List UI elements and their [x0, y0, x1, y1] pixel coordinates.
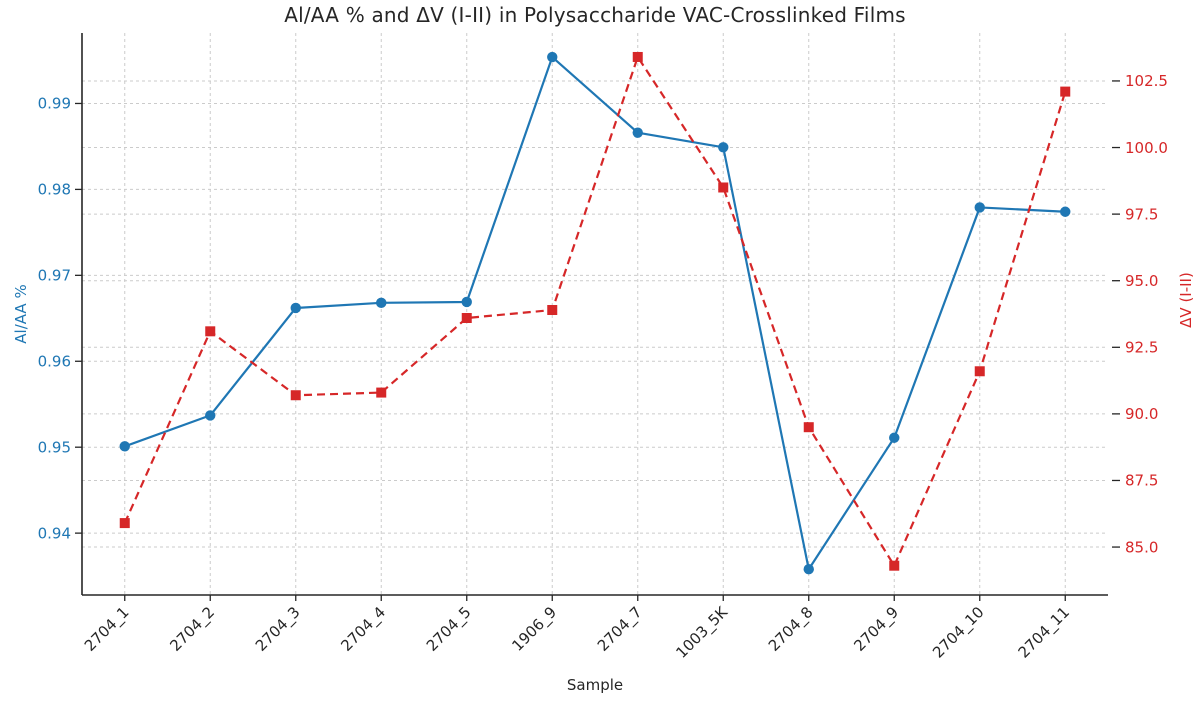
x-tick-label: 2704_3 [252, 603, 304, 655]
alaa-series-line [124, 55, 1066, 571]
x-tick-label: 2704_1 [81, 603, 133, 655]
dv-data-point [1060, 86, 1071, 97]
alaa-data-point [974, 202, 985, 213]
right-tick-label: 97.5 [1125, 205, 1158, 223]
dv-data-point [803, 422, 814, 433]
x-tick-label: 1906_9 [508, 603, 560, 655]
right-tick-label: 90.0 [1125, 405, 1158, 423]
dv-data-point [461, 312, 472, 323]
alaa-data-point [376, 297, 387, 309]
dv-data-point [718, 182, 729, 193]
left-tick-label: 0.99 [38, 95, 71, 113]
left-tick-label: 0.95 [38, 438, 71, 456]
right-tick-label: 85.0 [1125, 538, 1158, 556]
x-tick-label: 2704_4 [337, 603, 389, 655]
dv-data-point [974, 366, 985, 377]
alaa-data-point [889, 432, 900, 443]
x-tick-label: 1003_5K [672, 602, 732, 662]
left-tick-label: 0.96 [38, 353, 71, 371]
alaa-data-point [803, 564, 814, 575]
alaa-data-point [205, 410, 216, 421]
alaa-data-point [461, 296, 472, 308]
left-tick-label: 0.98 [38, 181, 71, 199]
x-axis-label: Sample [566, 676, 624, 694]
x-tick-label: 2704_7 [594, 603, 646, 655]
alaa-data-point [718, 142, 729, 153]
right-axis-label: ΔV (I-II) [1177, 272, 1195, 328]
chart-title: Al/AA % and ΔV (I-II) in Polysaccharide … [284, 3, 906, 27]
left-tick-label: 0.94 [38, 524, 71, 542]
dv-series-line [123, 55, 1067, 567]
left-axis-label: Al/AA % [12, 284, 30, 344]
dv-data-point [290, 390, 301, 401]
right-tick-label: 87.5 [1125, 472, 1158, 490]
right-tick-label: 92.5 [1125, 339, 1158, 357]
dv-data-point [119, 518, 130, 529]
x-tick-label: 2704_9 [850, 603, 902, 655]
right-tick-label: 95.0 [1125, 272, 1158, 290]
dv-data-point [632, 51, 643, 62]
alaa-data-point [547, 51, 558, 63]
alaa-data-point [290, 302, 301, 314]
dv-data-point [376, 387, 387, 398]
right-tick-label: 102.5 [1125, 72, 1168, 90]
x-tick-label: 2704_2 [166, 603, 218, 655]
right-tick-label: 100.0 [1125, 139, 1168, 157]
alaa-data-point [632, 127, 643, 138]
alaa-data-point [119, 441, 130, 452]
dv-data-point [889, 560, 900, 571]
x-tick-label: 2704_10 [929, 603, 988, 662]
x-tick-label: 2704_11 [1015, 603, 1074, 662]
dv-data-point [547, 305, 558, 316]
alaa-data-point [1060, 206, 1071, 217]
left-tick-label: 0.97 [38, 267, 71, 285]
x-tick-label: 2704_8 [765, 603, 817, 655]
x-tick-label: 2704_5 [423, 603, 475, 655]
dv-data-point [205, 326, 216, 337]
